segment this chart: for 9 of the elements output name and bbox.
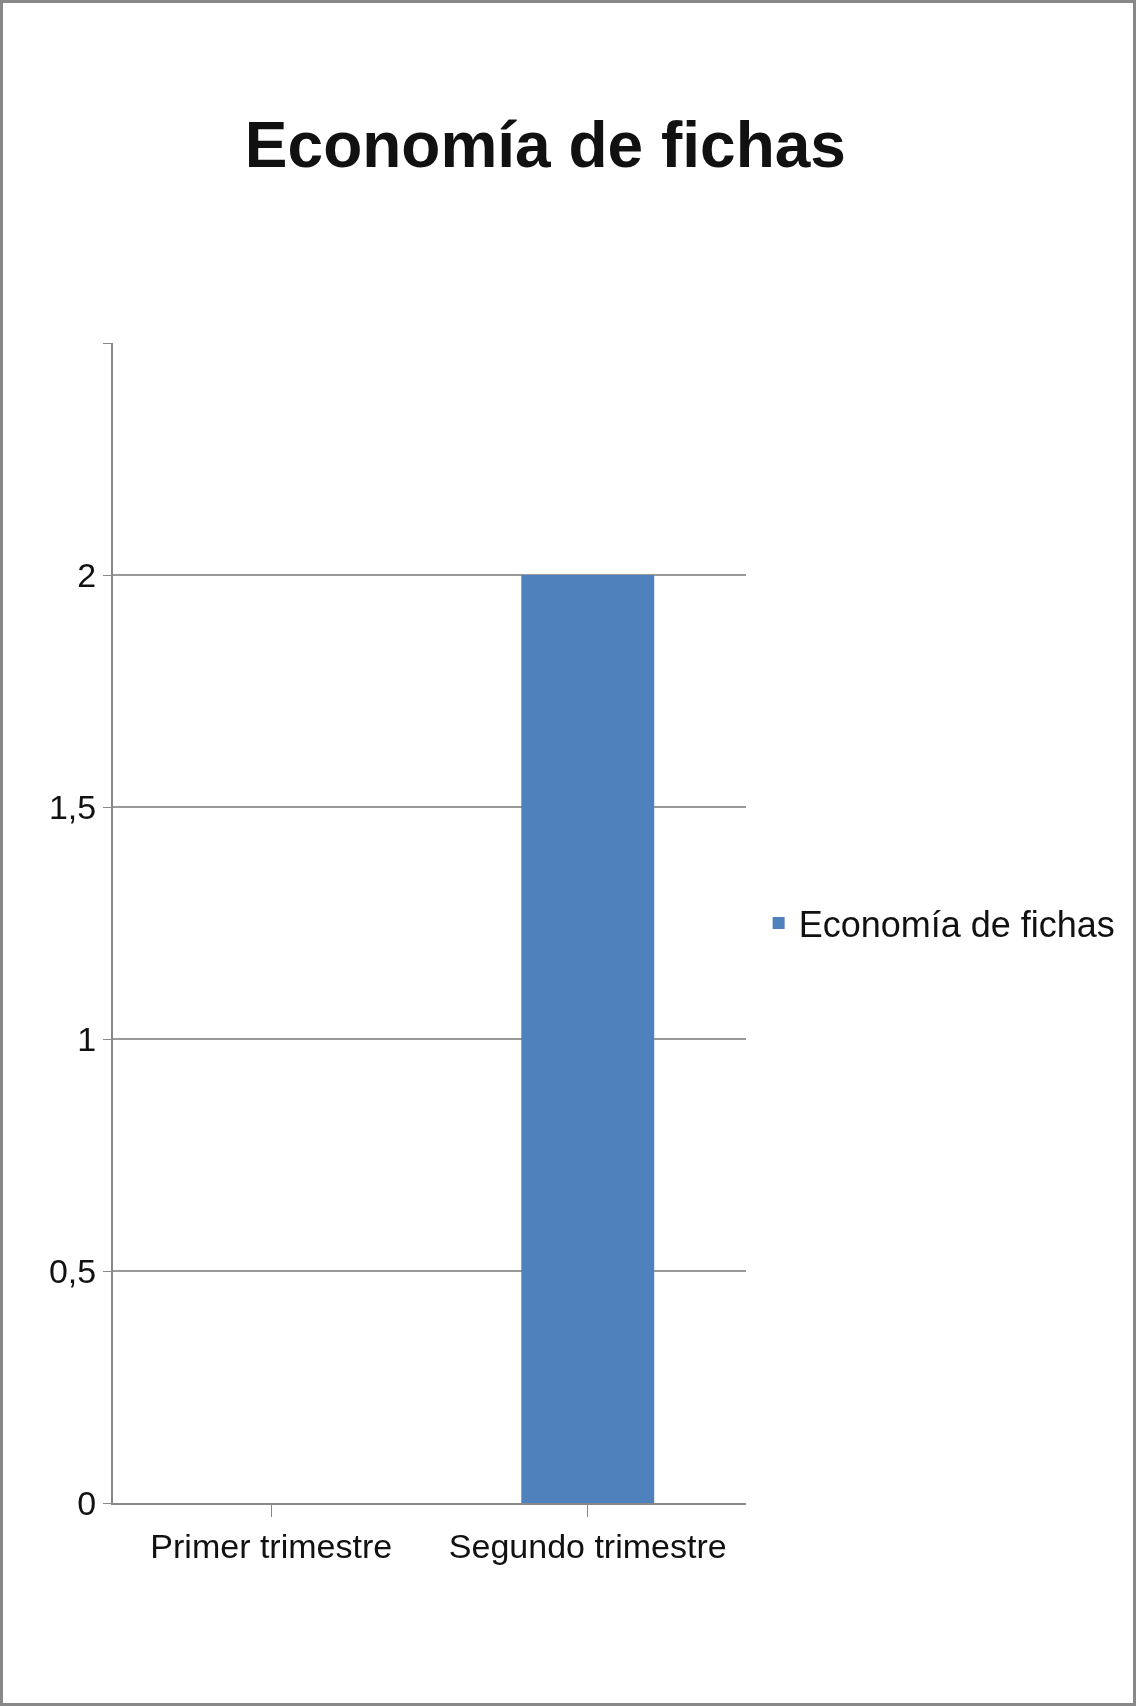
chart-title: Economía de fichas: [244, 108, 846, 181]
y-tick-label: 0: [77, 1483, 97, 1522]
x-tick-label: Primer trimestre: [150, 1526, 393, 1565]
x-tick-label: Segundo trimestre: [448, 1526, 727, 1565]
legend-label: Economía de fichas: [798, 903, 1115, 945]
y-tick-label: 2: [77, 555, 97, 594]
y-tick-label: 1,5: [48, 787, 97, 826]
y-tick-label: 0,5: [48, 1251, 97, 1290]
y-tick-label: 1: [77, 1019, 97, 1058]
